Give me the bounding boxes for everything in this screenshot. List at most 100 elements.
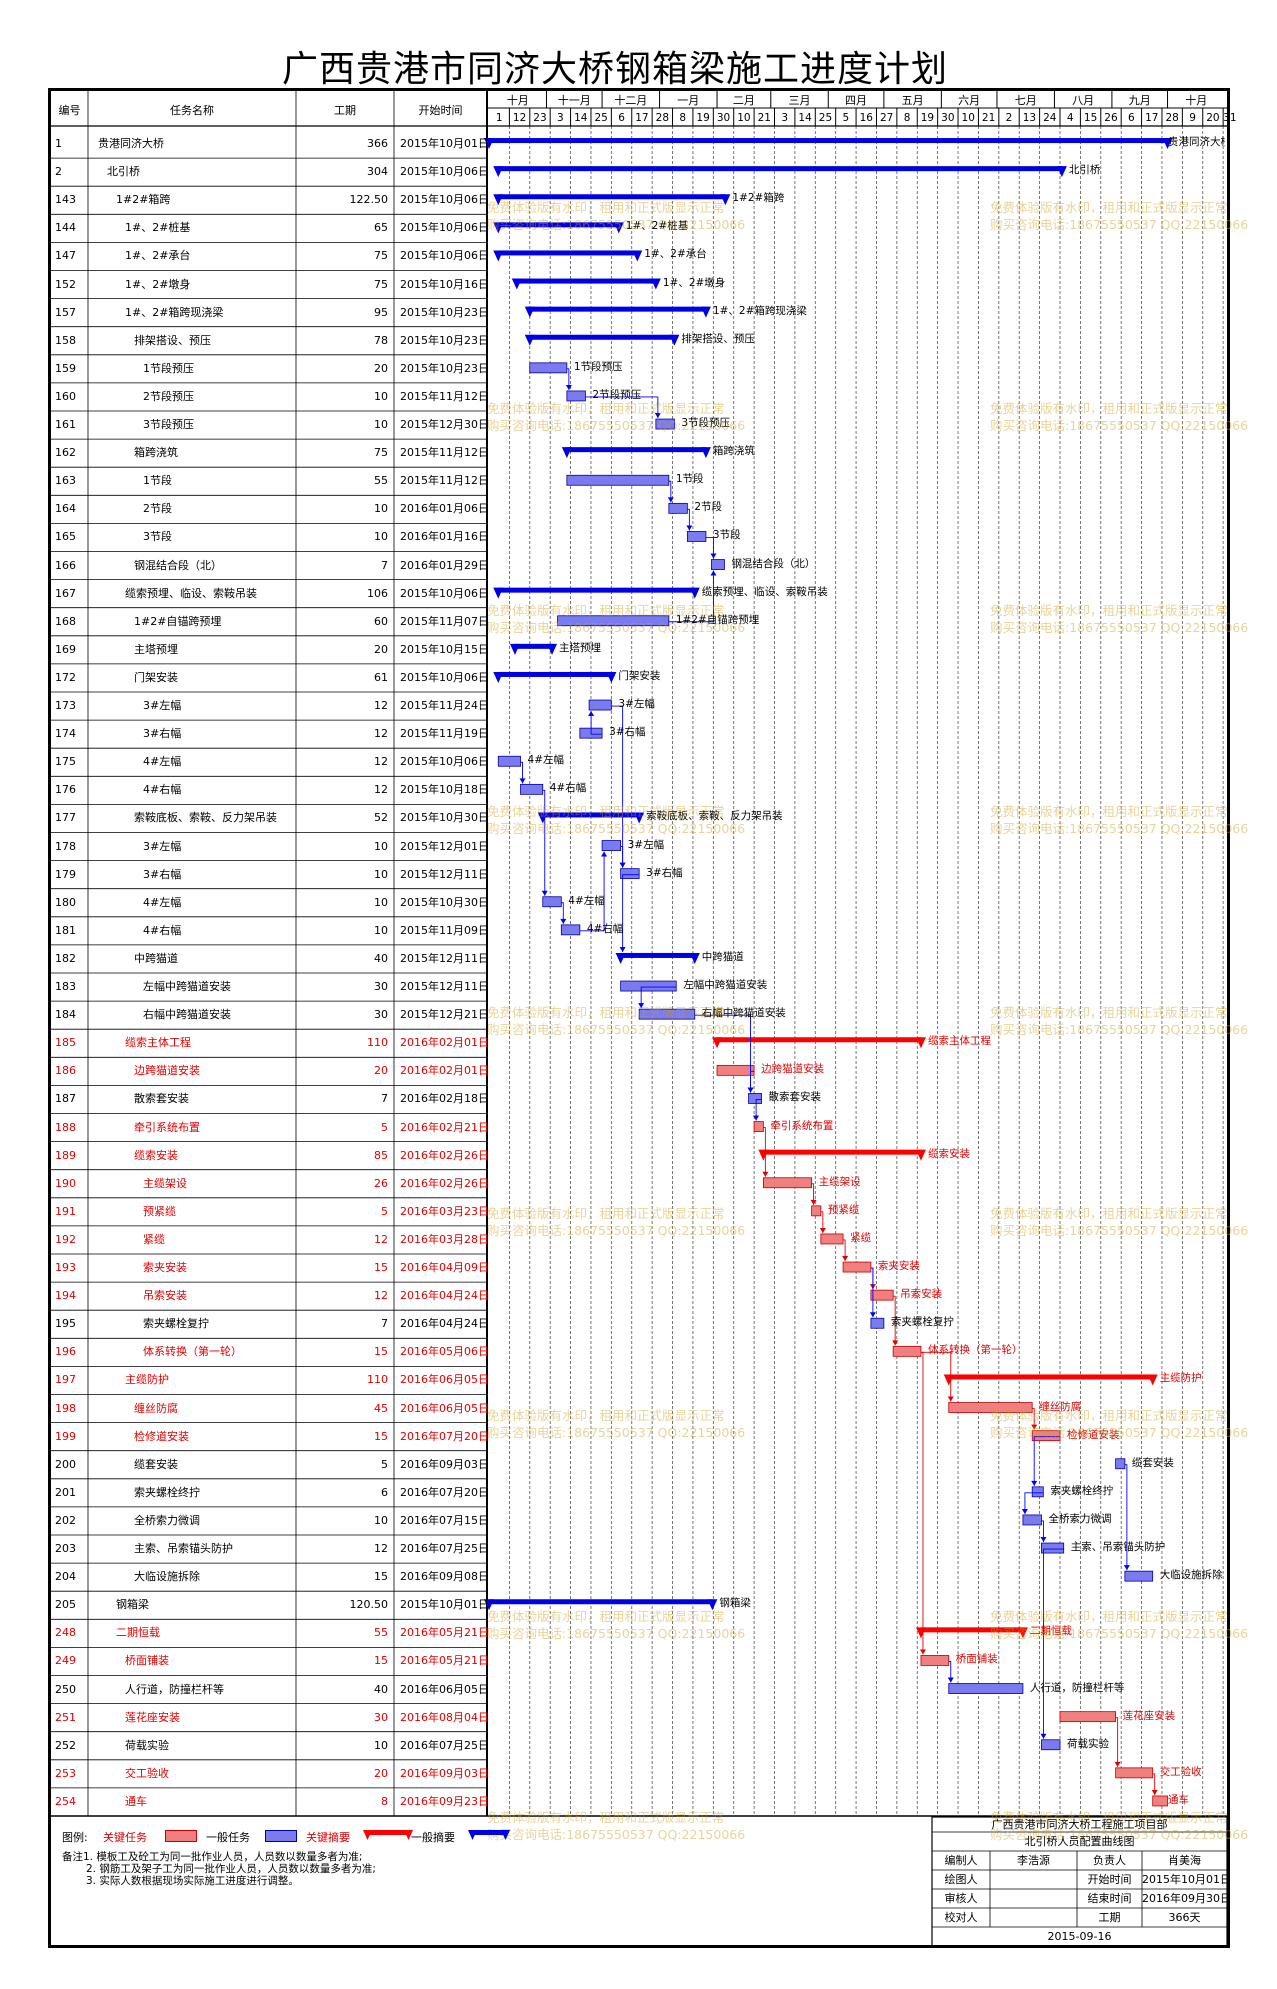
task-duration: 120.50 bbox=[349, 1598, 389, 1612]
dependency-link bbox=[893, 1295, 896, 1346]
bar-label: 二期恒载 bbox=[1029, 1625, 1072, 1638]
task-duration: 20 bbox=[374, 361, 388, 375]
task-id: 201 bbox=[55, 1485, 76, 1499]
task-id: 252 bbox=[55, 1738, 76, 1752]
dependency-link bbox=[590, 711, 603, 735]
summary-start-marker bbox=[524, 306, 535, 318]
task-name: 主缆架设 bbox=[143, 1176, 187, 1190]
task-id: 189 bbox=[55, 1148, 76, 1162]
summary-bar bbox=[529, 306, 706, 312]
summary-end-marker bbox=[707, 1599, 718, 1611]
task-bar bbox=[892, 1345, 922, 1357]
summary-end-marker bbox=[720, 194, 731, 206]
task-name: 缆索安装 bbox=[134, 1148, 178, 1162]
task-bar bbox=[1041, 1542, 1065, 1554]
dependency-link bbox=[1033, 1436, 1061, 1486]
task-bar bbox=[620, 868, 640, 880]
task-id: 166 bbox=[55, 558, 76, 572]
dependency-link bbox=[843, 1239, 846, 1262]
bar-label: 主索、吊索锚头防护 bbox=[1070, 1541, 1166, 1554]
dependency-link bbox=[542, 789, 546, 896]
task-id: 173 bbox=[55, 699, 76, 713]
task-start: 2016年04月24日 bbox=[400, 1289, 489, 1303]
bar-label: 4#右幅 bbox=[586, 922, 624, 935]
bar-label: 吊索安装 bbox=[900, 1288, 943, 1301]
day-label: 6 bbox=[1128, 112, 1135, 124]
dependency-arrowhead bbox=[762, 1171, 769, 1177]
task-id: 147 bbox=[55, 249, 76, 263]
summary-start-marker bbox=[493, 250, 504, 262]
bar-label: 通车 bbox=[1168, 1793, 1189, 1806]
task-start: 2016年01月06日 bbox=[400, 502, 489, 516]
legend-normal-summary-swatch bbox=[468, 1830, 510, 1840]
bar-label: 中跨猫道 bbox=[701, 950, 744, 963]
bar-label: 3#左幅 bbox=[627, 838, 665, 851]
bar-label: 1节段预压 bbox=[573, 360, 623, 373]
task-bar bbox=[920, 1655, 950, 1666]
day-label: 2 bbox=[1005, 112, 1013, 124]
bar-label: 主缆架设 bbox=[818, 1175, 861, 1188]
task-duration: 304 bbox=[367, 165, 388, 179]
task-duration: 30 bbox=[374, 1008, 388, 1022]
bar-label: 交工验收 bbox=[1159, 1765, 1202, 1778]
dependency-link bbox=[1043, 1548, 1064, 1739]
dependency-link bbox=[750, 1070, 755, 1093]
summary-bar bbox=[498, 194, 726, 200]
dependency-link bbox=[520, 761, 523, 784]
bar-label: 紧缆 bbox=[850, 1231, 872, 1244]
day-label: 25 bbox=[594, 112, 608, 124]
task-name: 3节段预压 bbox=[143, 418, 194, 432]
title-block-date: 2015-09-16 bbox=[1047, 1930, 1112, 1943]
task-name: 二期恒载 bbox=[116, 1626, 160, 1640]
task-bar bbox=[566, 390, 586, 402]
dependency-arrowhead bbox=[541, 890, 548, 896]
month-label: 十一月 bbox=[557, 94, 591, 107]
day-label: 3 bbox=[557, 112, 564, 124]
task-bar bbox=[716, 1064, 755, 1076]
task-bar bbox=[529, 362, 568, 374]
bar-label: 索夹螺栓终拧 bbox=[1050, 1484, 1114, 1497]
note-2: 2. 钢筋工及架子工为同一批作业人员，人员数以数量多者为准; bbox=[86, 1863, 376, 1875]
month-label: 十月 bbox=[506, 94, 529, 107]
title-block-cell: 2016年09月30日 bbox=[1142, 1892, 1231, 1905]
task-duration: 15 bbox=[374, 1570, 388, 1584]
dependency-arrowhead bbox=[1040, 1733, 1047, 1739]
dependency-link bbox=[1032, 1408, 1035, 1430]
task-id: 144 bbox=[55, 221, 76, 235]
task-bar bbox=[948, 1402, 1033, 1413]
dependency-link bbox=[920, 1351, 952, 1402]
task-bar bbox=[638, 1008, 696, 1020]
legend-normal-task-swatch bbox=[265, 1830, 297, 1842]
dependency-arrowhead bbox=[601, 851, 608, 857]
task-id: 199 bbox=[55, 1429, 76, 1443]
summary-end-marker bbox=[689, 587, 700, 599]
task-start: 2015年11月07日 bbox=[400, 614, 489, 628]
bar-label: 3#右幅 bbox=[609, 726, 646, 739]
chart-frame bbox=[48, 88, 1230, 1948]
summary-bar bbox=[498, 671, 612, 677]
bar-label: 缆索安装 bbox=[927, 1147, 970, 1160]
task-id: 204 bbox=[55, 1570, 76, 1584]
summary-bar bbox=[516, 278, 656, 284]
dependency-arrowhead bbox=[710, 553, 717, 559]
task-duration: 10 bbox=[374, 839, 388, 853]
title-block-cell: 肖美海 bbox=[1168, 1854, 1201, 1867]
task-id: 194 bbox=[55, 1289, 76, 1303]
task-bar bbox=[820, 1233, 844, 1245]
task-name: 索夹安装 bbox=[143, 1261, 187, 1275]
task-name: 莲花座安装 bbox=[125, 1710, 180, 1724]
task-duration: 55 bbox=[374, 474, 388, 488]
title-block-frame bbox=[931, 1816, 1228, 1947]
summary-bar bbox=[498, 166, 1062, 172]
dependency-arrowhead bbox=[1021, 1508, 1028, 1514]
task-duration: 20 bbox=[374, 1766, 388, 1780]
bar-label: 散索套安装 bbox=[768, 1091, 822, 1104]
bar-label: 3#左幅 bbox=[618, 698, 655, 711]
bar-label: 3节段 bbox=[712, 529, 741, 542]
task-id: 177 bbox=[55, 811, 76, 825]
dependency-arrowhead bbox=[1151, 1789, 1158, 1795]
summary-end-marker bbox=[1162, 138, 1173, 150]
task-bar bbox=[497, 755, 521, 767]
bar-label: 贵港同济大桥 bbox=[1168, 136, 1225, 149]
